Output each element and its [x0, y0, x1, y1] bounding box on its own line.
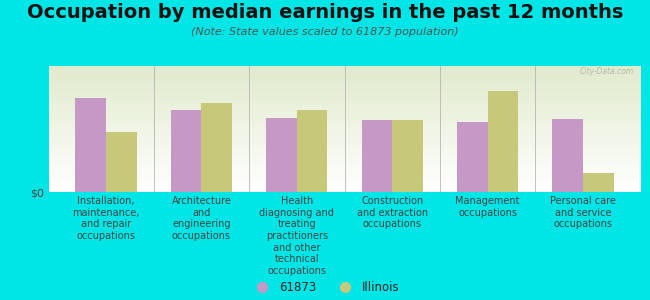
Text: (Note: State values scaled to 61873 population): (Note: State values scaled to 61873 popu… [191, 27, 459, 37]
Text: Occupation by median earnings in the past 12 months: Occupation by median earnings in the pas… [27, 3, 623, 22]
Bar [266, 118, 297, 192]
Bar [297, 110, 328, 192]
Text: City-Data.com: City-Data.com [580, 67, 634, 76]
Bar [488, 91, 518, 192]
Legend: 61873, Illinois: 61873, Illinois [250, 281, 400, 294]
Bar [392, 120, 422, 192]
Bar [583, 173, 614, 192]
Bar [361, 120, 392, 192]
Bar [552, 119, 583, 192]
Bar [171, 110, 202, 192]
Bar [457, 122, 488, 192]
Bar [75, 98, 106, 192]
Bar [106, 132, 136, 192]
Bar [202, 103, 232, 192]
